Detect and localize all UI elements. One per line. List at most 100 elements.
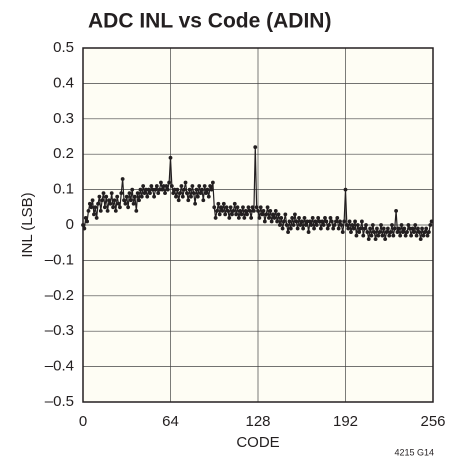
data-point xyxy=(128,198,133,203)
data-point xyxy=(102,205,107,210)
data-point xyxy=(375,226,379,231)
data-point xyxy=(358,226,363,231)
data-point xyxy=(172,187,177,192)
data-point xyxy=(160,187,165,192)
data-point xyxy=(146,187,151,192)
data-point xyxy=(381,226,386,231)
data-point xyxy=(250,205,255,210)
data-point xyxy=(156,191,161,196)
data-point xyxy=(119,191,124,196)
data-point xyxy=(83,216,88,220)
data-point xyxy=(277,223,282,227)
data-point xyxy=(227,216,232,220)
data-point xyxy=(204,191,208,196)
data-point xyxy=(167,180,172,185)
data-point xyxy=(90,198,95,203)
data-point xyxy=(224,205,229,210)
data-point xyxy=(290,216,295,220)
data-point xyxy=(178,191,182,196)
data-point xyxy=(157,187,162,192)
data-point xyxy=(306,230,311,234)
data-point xyxy=(344,223,349,227)
data-point xyxy=(269,219,274,224)
data-point xyxy=(239,212,244,217)
x-tick-label: 192 xyxy=(333,413,358,430)
y-tick-label: 0.3 xyxy=(53,110,74,127)
data-point xyxy=(429,219,434,224)
y-tick-label: –0.2 xyxy=(45,287,74,304)
data-point xyxy=(310,216,315,220)
y-tick-label: 0 xyxy=(66,216,74,233)
data-point xyxy=(96,201,100,206)
data-point xyxy=(262,219,267,224)
y-tick-label: 0.5 xyxy=(53,39,74,56)
data-point xyxy=(402,226,407,231)
data-point xyxy=(364,223,368,227)
data-point xyxy=(228,205,233,210)
data-point xyxy=(187,187,192,192)
data-point xyxy=(308,219,312,224)
data-point xyxy=(302,216,307,220)
data-point xyxy=(133,194,137,199)
data-point xyxy=(180,194,185,199)
data-point xyxy=(165,187,170,192)
data-point xyxy=(305,219,310,224)
data-point xyxy=(294,219,299,224)
data-point xyxy=(414,233,419,238)
data-point xyxy=(150,187,155,192)
data-point xyxy=(287,219,292,224)
data-point xyxy=(299,219,304,224)
data-point xyxy=(264,212,269,217)
data-point xyxy=(254,205,259,210)
data-point xyxy=(253,145,258,150)
data-point xyxy=(349,230,353,234)
data-point xyxy=(219,205,223,210)
data-point xyxy=(111,205,115,210)
data-point xyxy=(332,223,337,227)
data-point xyxy=(246,205,251,210)
data-point xyxy=(365,230,370,234)
data-point xyxy=(108,201,113,206)
data-point xyxy=(206,194,211,199)
data-point xyxy=(361,233,366,238)
data-point xyxy=(360,219,364,224)
data-point xyxy=(387,233,392,238)
data-point xyxy=(422,230,427,234)
data-point xyxy=(343,187,348,192)
y-tick-label: –0.4 xyxy=(45,358,74,375)
data-point xyxy=(210,180,215,185)
data-point xyxy=(297,216,301,220)
data-point xyxy=(100,198,105,203)
data-point xyxy=(191,191,196,196)
data-point xyxy=(280,226,285,231)
data-point xyxy=(223,212,228,217)
data-point xyxy=(409,233,414,238)
data-point xyxy=(342,219,347,224)
data-point xyxy=(331,226,336,231)
data-point xyxy=(89,205,94,210)
data-point xyxy=(135,191,140,196)
data-point xyxy=(81,223,85,227)
data-point xyxy=(234,212,239,217)
data-point xyxy=(220,208,225,213)
x-axis-label: CODE xyxy=(236,434,279,451)
data-point xyxy=(197,184,202,188)
data-point xyxy=(271,212,275,217)
data-point xyxy=(385,226,390,231)
data-point xyxy=(85,219,90,224)
data-point xyxy=(202,184,207,188)
data-point xyxy=(217,212,222,217)
data-point xyxy=(142,191,147,196)
data-point xyxy=(282,219,286,224)
data-point xyxy=(87,201,92,206)
data-point xyxy=(309,223,314,227)
data-point xyxy=(256,208,260,213)
data-point xyxy=(161,184,166,188)
data-point xyxy=(295,226,300,231)
data-point xyxy=(130,187,135,192)
data-point xyxy=(138,187,143,192)
data-point xyxy=(145,194,150,199)
data-point xyxy=(334,219,338,224)
data-point xyxy=(189,194,193,199)
data-point xyxy=(169,184,174,188)
